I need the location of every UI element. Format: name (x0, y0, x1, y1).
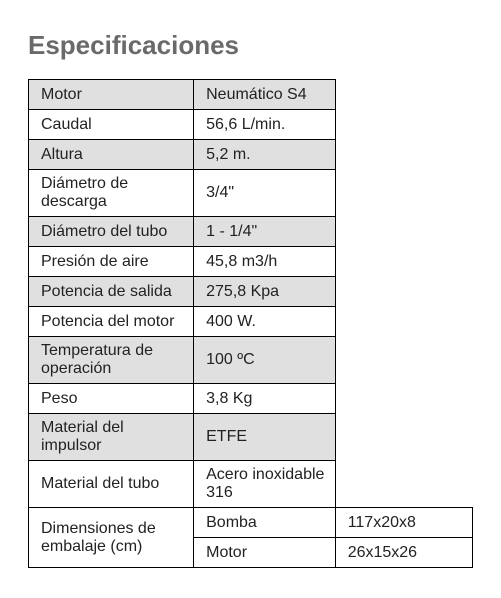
spec-value: 100 ºC (194, 337, 336, 384)
spec-value: 3,8 Kg (194, 384, 336, 414)
section-title: Especificaciones (28, 30, 473, 61)
table-row: Temperatura de operación 100 ºC (29, 337, 473, 384)
spec-value: 5,2 m. (194, 140, 336, 170)
spec-value: 45,8 m3/h (194, 247, 336, 277)
spec-label: Material del impulsor (29, 414, 194, 461)
spec-table-body: Motor Neumático S4 Caudal 56,6 L/min. Al… (29, 80, 473, 568)
spec-value: 56,6 L/min. (194, 110, 336, 140)
spec-value: 3/4" (194, 170, 336, 217)
table-row: Material del tubo Acero inoxidable 316 (29, 461, 473, 508)
table-row: Potencia del motor 400 W. (29, 307, 473, 337)
spec-label: Diámetro del tubo (29, 217, 194, 247)
spec-label: Temperatura de operación (29, 337, 194, 384)
table-row-dimensions: Dimensiones de embalaje (cm) Bomba 117x2… (29, 508, 473, 538)
dimensions-label: Dimensiones de embalaje (cm) (29, 508, 194, 568)
spec-label: Altura (29, 140, 194, 170)
spec-table: Motor Neumático S4 Caudal 56,6 L/min. Al… (28, 79, 473, 568)
table-row: Presión de aire 45,8 m3/h (29, 247, 473, 277)
table-row: Caudal 56,6 L/min. (29, 110, 473, 140)
table-row: Potencia de salida 275,8 Kpa (29, 277, 473, 307)
spec-label: Potencia de salida (29, 277, 194, 307)
spec-label: Potencia del motor (29, 307, 194, 337)
table-row: Peso 3,8 Kg (29, 384, 473, 414)
dimensions-sub-value: 117x20x8 (335, 508, 472, 538)
spec-value: 1 - 1/4" (194, 217, 336, 247)
spec-label: Motor (29, 80, 194, 110)
dimensions-sub-name: Bomba (194, 508, 336, 538)
spec-label: Peso (29, 384, 194, 414)
spec-label: Material del tubo (29, 461, 194, 508)
spec-value: Neumático S4 (194, 80, 336, 110)
table-row: Diámetro del tubo 1 - 1/4" (29, 217, 473, 247)
spec-value: ETFE (194, 414, 336, 461)
spec-label: Presión de aire (29, 247, 194, 277)
spec-value: Acero inoxidable 316 (194, 461, 336, 508)
spec-label: Caudal (29, 110, 194, 140)
spec-value: 400 W. (194, 307, 336, 337)
table-row: Motor Neumático S4 (29, 80, 473, 110)
table-row: Diámetro de descarga 3/4" (29, 170, 473, 217)
table-row: Material del impulsor ETFE (29, 414, 473, 461)
spec-value: 275,8 Kpa (194, 277, 336, 307)
table-row: Altura 5,2 m. (29, 140, 473, 170)
spec-label: Diámetro de descarga (29, 170, 194, 217)
